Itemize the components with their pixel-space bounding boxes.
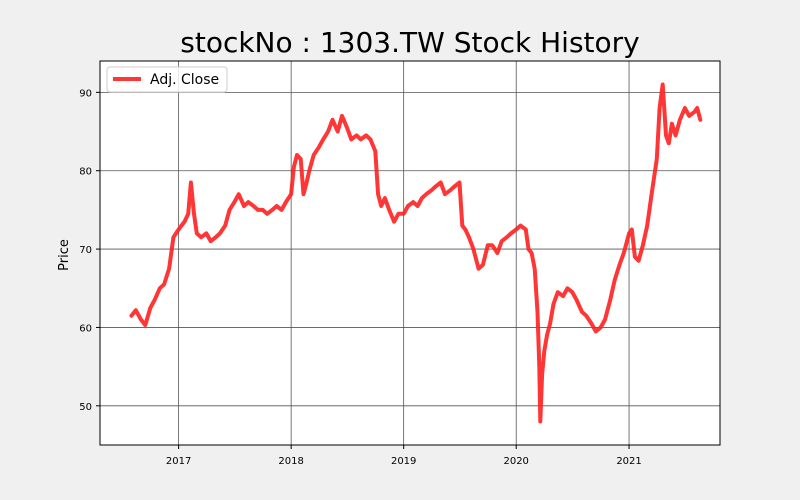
y-axis-label: Price (57, 239, 72, 271)
axis-ticks: 50 60 70 80 90 2017 2018 2019 2020 2021 (79, 88, 642, 467)
grid-lines (100, 61, 720, 445)
y-tick-label: 90 (79, 88, 92, 99)
legend-box (106, 66, 228, 93)
y-tick-label: 60 (79, 323, 92, 334)
legend-label: Adj. Close (150, 72, 219, 88)
plot-frame (99, 60, 721, 446)
x-tick-label: 2021 (616, 456, 641, 467)
x-tick-label: 2017 (166, 456, 191, 467)
plot-area (100, 61, 720, 445)
legend: Adj. Close (106, 66, 228, 93)
y-tick-label: 80 (79, 167, 92, 178)
x-tick-label: 2020 (503, 456, 528, 467)
series-line-adj-close (129, 82, 703, 424)
y-tick-label: 70 (79, 245, 92, 256)
x-tick-label: 2018 (278, 456, 303, 467)
y-tick-label: 50 (79, 402, 92, 413)
x-tick-label: 2019 (391, 456, 416, 467)
series-lines (129, 82, 703, 424)
chart-title: stockNo : 1303.TW Stock History (180, 26, 639, 59)
